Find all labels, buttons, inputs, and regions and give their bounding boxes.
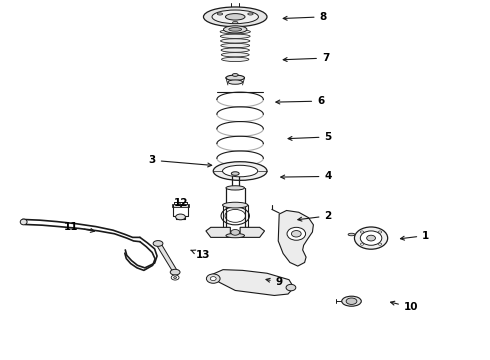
Ellipse shape <box>348 233 355 236</box>
Ellipse shape <box>378 243 382 245</box>
Ellipse shape <box>360 231 364 233</box>
Ellipse shape <box>171 275 179 280</box>
Text: 13: 13 <box>191 250 211 260</box>
Text: 1: 1 <box>400 231 429 240</box>
Ellipse shape <box>229 28 242 31</box>
Ellipse shape <box>220 30 250 34</box>
Ellipse shape <box>228 80 243 84</box>
Text: 8: 8 <box>283 12 327 22</box>
Ellipse shape <box>153 240 163 246</box>
Ellipse shape <box>378 231 382 233</box>
Ellipse shape <box>221 44 249 48</box>
Ellipse shape <box>225 14 245 20</box>
Ellipse shape <box>170 269 180 275</box>
Ellipse shape <box>231 229 240 235</box>
Polygon shape <box>278 211 314 266</box>
Ellipse shape <box>354 227 388 249</box>
Ellipse shape <box>226 233 245 238</box>
Ellipse shape <box>367 235 375 241</box>
Ellipse shape <box>175 214 185 220</box>
Text: 11: 11 <box>64 222 95 232</box>
Ellipse shape <box>213 162 267 180</box>
Polygon shape <box>240 227 265 237</box>
Ellipse shape <box>226 75 245 81</box>
Ellipse shape <box>212 10 258 24</box>
Ellipse shape <box>232 73 238 76</box>
Text: 10: 10 <box>391 301 418 312</box>
Ellipse shape <box>222 165 258 177</box>
Polygon shape <box>211 270 294 296</box>
Ellipse shape <box>342 296 361 306</box>
Polygon shape <box>172 204 189 207</box>
Ellipse shape <box>223 26 247 33</box>
Ellipse shape <box>286 284 296 291</box>
Ellipse shape <box>233 22 238 24</box>
Ellipse shape <box>222 202 248 208</box>
Ellipse shape <box>20 219 27 225</box>
Ellipse shape <box>173 276 176 278</box>
Ellipse shape <box>360 243 364 245</box>
Text: 7: 7 <box>283 53 329 63</box>
Ellipse shape <box>220 39 250 43</box>
Text: 3: 3 <box>148 155 212 167</box>
Text: 12: 12 <box>174 198 189 208</box>
Ellipse shape <box>248 13 253 15</box>
Ellipse shape <box>287 227 306 240</box>
Ellipse shape <box>210 276 216 280</box>
Polygon shape <box>157 241 176 274</box>
Ellipse shape <box>221 48 249 52</box>
Polygon shape <box>206 227 230 237</box>
Ellipse shape <box>346 298 357 305</box>
Text: 5: 5 <box>288 132 332 142</box>
Text: 4: 4 <box>281 171 332 181</box>
Ellipse shape <box>226 186 245 190</box>
Text: 9: 9 <box>266 277 283 287</box>
Ellipse shape <box>292 230 301 237</box>
Ellipse shape <box>220 34 250 39</box>
Text: 6: 6 <box>276 96 324 106</box>
Ellipse shape <box>203 7 267 27</box>
Ellipse shape <box>206 274 220 283</box>
Text: 2: 2 <box>298 211 332 221</box>
Ellipse shape <box>360 231 382 245</box>
Ellipse shape <box>221 57 249 62</box>
Ellipse shape <box>217 13 222 15</box>
Ellipse shape <box>231 172 239 175</box>
Ellipse shape <box>221 53 249 57</box>
